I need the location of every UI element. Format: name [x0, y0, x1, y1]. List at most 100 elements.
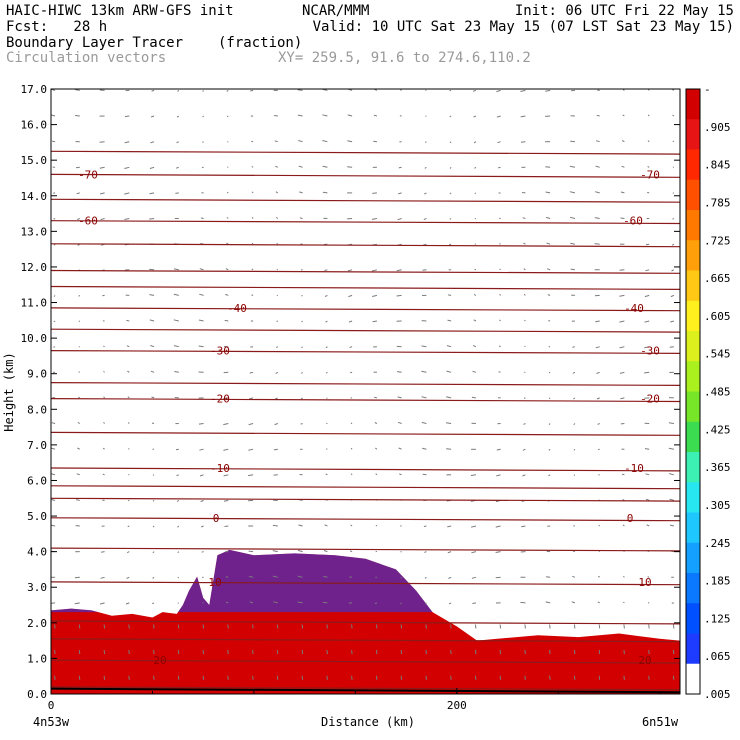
circulation-vector [548, 474, 551, 477]
circulation-vector [202, 624, 205, 629]
circulation-vector [251, 166, 254, 168]
y-tick-label: 15.0 [21, 154, 48, 167]
circulation-vector [499, 243, 501, 245]
circulation-vector [424, 141, 427, 143]
temperature-contour [51, 497, 680, 502]
colorbar-swatch [686, 179, 700, 211]
temperature-contour [51, 547, 680, 552]
circulation-vector [398, 192, 402, 195]
circulation-vector [372, 192, 377, 194]
colorbar-swatch [686, 361, 700, 392]
circulation-vector [151, 89, 155, 92]
circulation-vector [623, 624, 625, 629]
circulation-vector [547, 268, 551, 271]
y-axis-title: Height (km) [2, 352, 16, 431]
circulation-vector [594, 191, 600, 194]
circulation-vector [470, 525, 477, 528]
temperature-contour-0 [51, 517, 680, 522]
circulation-vector [619, 320, 625, 323]
circulation-vector [400, 576, 402, 579]
circulation-vector [103, 421, 105, 424]
circulation-vector [523, 293, 526, 296]
circulation-vector [375, 447, 378, 450]
circulation-vector [472, 370, 477, 373]
circulation-vector [623, 650, 625, 655]
circulation-vector [272, 550, 278, 553]
circulation-vector [620, 191, 625, 194]
circulation-vector [548, 448, 551, 451]
circulation-vector [275, 165, 279, 168]
circulation-vector [597, 448, 600, 451]
contour-label-10: 10 [208, 576, 221, 589]
colorbar-label: .545 [704, 348, 731, 361]
circulation-vector [276, 650, 279, 655]
circulation-vector [200, 217, 204, 219]
circulation-vector [671, 269, 675, 272]
colorbar-swatch [686, 119, 700, 150]
circulation-vector [648, 624, 650, 629]
circulation-vector [301, 624, 304, 629]
circulation-vector [173, 268, 179, 271]
circulation-vector [548, 423, 551, 426]
circulation-vector [99, 192, 105, 195]
circulation-vector [375, 650, 378, 655]
circulation-vector [520, 115, 526, 118]
circulation-vector [573, 675, 576, 680]
circulation-vector [275, 191, 279, 194]
circulation-vector [248, 550, 254, 553]
circulation-vector [672, 218, 675, 220]
circulation-vector [248, 423, 254, 426]
circulation-vector [448, 602, 452, 605]
colorbar-swatch [686, 633, 700, 665]
colorbar-swatch [686, 482, 700, 513]
circulation-vector [324, 269, 328, 271]
contour-label--40: -40 [227, 302, 247, 315]
circulation-vector [619, 294, 625, 297]
circulation-vector [396, 294, 402, 297]
circulation-vector [103, 650, 106, 655]
circulation-vector [399, 473, 402, 476]
circulation-vector [375, 675, 378, 680]
circulation-vector [449, 218, 452, 220]
circulation-vector [199, 293, 204, 296]
circulation-vector [150, 345, 155, 348]
colorbar-label: .125 [704, 612, 731, 625]
circulation-vector [421, 421, 427, 424]
circulation-vector [400, 624, 403, 629]
temperature-contour [51, 485, 680, 490]
circulation-vector [251, 191, 254, 194]
circulation-vector [645, 473, 650, 476]
colorbar-swatch [686, 512, 700, 544]
circulation-vector [499, 650, 502, 655]
circulation-vector [53, 320, 56, 323]
y-tick-label: 9.0 [27, 368, 47, 381]
circulation-vector [397, 218, 402, 221]
circulation-vector [248, 474, 254, 477]
circulation-vector [201, 551, 204, 553]
circulation-vector [595, 320, 600, 323]
circulation-vector [51, 114, 56, 117]
circulation-vector [374, 602, 378, 605]
circulation-vector [298, 524, 303, 527]
circulation-vector [524, 319, 526, 322]
colorbar-swatch [686, 270, 700, 302]
circulation-vector [498, 345, 501, 348]
circulation-vector [225, 293, 229, 296]
circulation-vector [570, 268, 575, 271]
circulation-vector [549, 650, 551, 655]
circulation-vector [620, 217, 625, 219]
circulation-vector [128, 675, 130, 680]
circulation-vector [175, 166, 179, 169]
circulation-vector [251, 294, 254, 296]
circulation-vector [471, 576, 477, 579]
circulation-vector [74, 89, 80, 91]
circulation-vector [450, 624, 452, 629]
circulation-vector [226, 242, 229, 245]
circulation-vector [347, 114, 353, 117]
circulation-vector [201, 525, 204, 528]
circulation-vector [396, 269, 402, 272]
circulation-vector [100, 218, 105, 221]
temperature-contour [51, 328, 680, 333]
circulation-vector [322, 114, 328, 117]
